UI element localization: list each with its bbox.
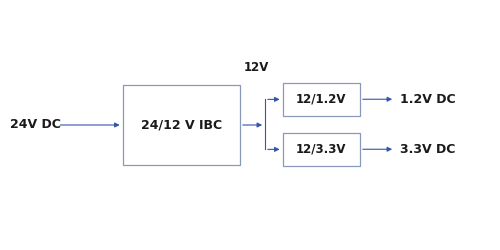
Text: 12/3.3V: 12/3.3V xyxy=(296,143,346,156)
Text: 12/1.2V: 12/1.2V xyxy=(296,93,346,106)
Bar xyxy=(282,132,360,166)
Text: 12V: 12V xyxy=(244,61,269,74)
Text: 3.3V DC: 3.3V DC xyxy=(400,143,456,156)
Bar xyxy=(282,82,360,116)
Text: 1.2V DC: 1.2V DC xyxy=(400,93,456,106)
Text: 24/12 V IBC: 24/12 V IBC xyxy=(140,118,222,132)
Bar xyxy=(122,85,240,165)
Text: 24V DC: 24V DC xyxy=(10,118,61,132)
